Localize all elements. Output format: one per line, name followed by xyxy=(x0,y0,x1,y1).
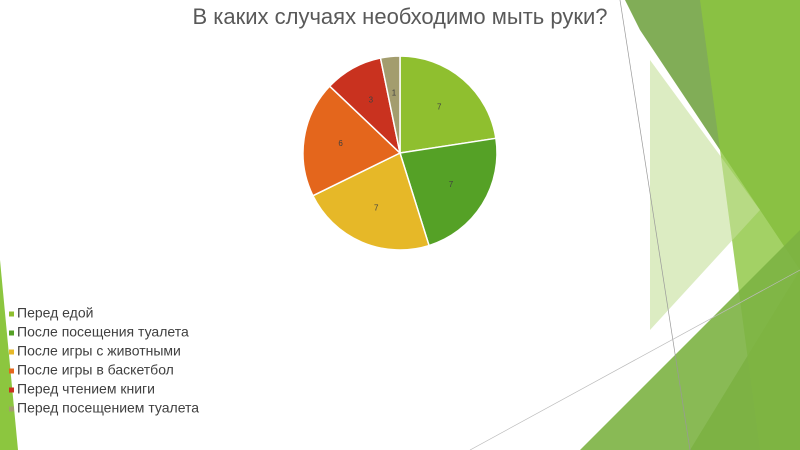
legend-marker xyxy=(9,406,14,412)
legend-marker xyxy=(9,368,14,374)
pie: 7 7 7 6 3 1 xyxy=(302,55,498,251)
legend-label: После посещения туалета xyxy=(17,324,189,340)
legend-label: Перед посещением туалета xyxy=(17,400,199,416)
decor xyxy=(580,230,800,450)
data-label: 7 xyxy=(437,102,442,111)
legend-label: После игры в баскетбол xyxy=(17,362,174,378)
legend-label: Перед чтением книги xyxy=(17,381,155,397)
legend-marker xyxy=(9,349,14,355)
pie-slice xyxy=(399,55,497,154)
legend-marker xyxy=(9,311,14,317)
decor xyxy=(0,260,18,450)
decor-line xyxy=(469,269,800,450)
legend-label: Перед едой xyxy=(17,305,93,321)
pie-slice xyxy=(302,85,402,197)
data-label: 1 xyxy=(392,88,397,97)
data-label: 3 xyxy=(369,96,374,105)
legend-label: После игры с животными xyxy=(17,343,181,359)
data-label: 7 xyxy=(374,203,379,212)
legend: Перед едой После посещения туалета После и… xyxy=(9,305,199,416)
data-label: 7 xyxy=(449,180,454,189)
chart-title: В каких случаях необходимо мыть руки? xyxy=(192,4,607,29)
legend-marker xyxy=(9,387,14,393)
decor-line xyxy=(619,0,691,450)
pie-slice xyxy=(379,55,401,154)
data-label: 6 xyxy=(338,139,343,148)
pie-slice xyxy=(399,137,498,247)
pie-slice xyxy=(311,151,430,251)
decor xyxy=(650,60,760,330)
legend-marker xyxy=(9,330,14,336)
